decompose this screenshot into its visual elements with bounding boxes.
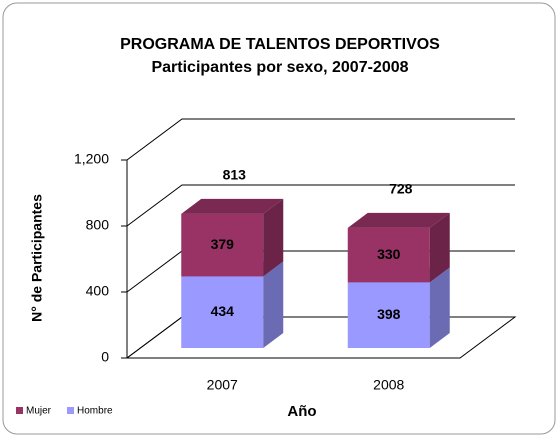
grid-line <box>126 184 515 227</box>
bar-front <box>347 282 430 348</box>
value-label: 379 <box>211 236 235 252</box>
bar-front <box>181 276 264 348</box>
legend-swatch <box>16 407 23 414</box>
legend-swatch <box>67 407 75 414</box>
value-label: 434 <box>211 303 235 319</box>
legend-label: Mujer <box>26 406 52 417</box>
y-axis-title: N° de Participantes <box>29 194 45 322</box>
x-axis-title: Año <box>287 403 316 420</box>
y-tick-label: 400 <box>86 283 110 299</box>
bar-side <box>429 212 450 283</box>
y-tick-label: 800 <box>86 217 110 233</box>
bar-side <box>429 267 450 348</box>
legend-label: Hombre <box>77 406 113 417</box>
x-tick-label: 2008 <box>373 377 404 393</box>
bar-side <box>263 261 284 348</box>
bar-front <box>181 213 264 277</box>
bar-top <box>347 212 450 228</box>
bar-top <box>181 198 284 214</box>
bar-side <box>263 198 284 277</box>
grid-line <box>126 118 515 161</box>
value-label: 330 <box>377 246 401 262</box>
total-label: 728 <box>389 181 413 197</box>
y-tick-label: 1,200 <box>74 151 109 167</box>
x-tick-label: 2007 <box>207 377 238 393</box>
total-label: 813 <box>223 167 247 183</box>
value-label: 398 <box>377 306 401 322</box>
chart-subtitle: Participantes por sexo, 2007-2008 <box>151 59 408 76</box>
y-tick-label: 0 <box>101 349 109 365</box>
bar-front <box>347 227 430 283</box>
chart-title: PROGRAMA DE TALENTOS DEPORTIVOS <box>120 36 440 53</box>
